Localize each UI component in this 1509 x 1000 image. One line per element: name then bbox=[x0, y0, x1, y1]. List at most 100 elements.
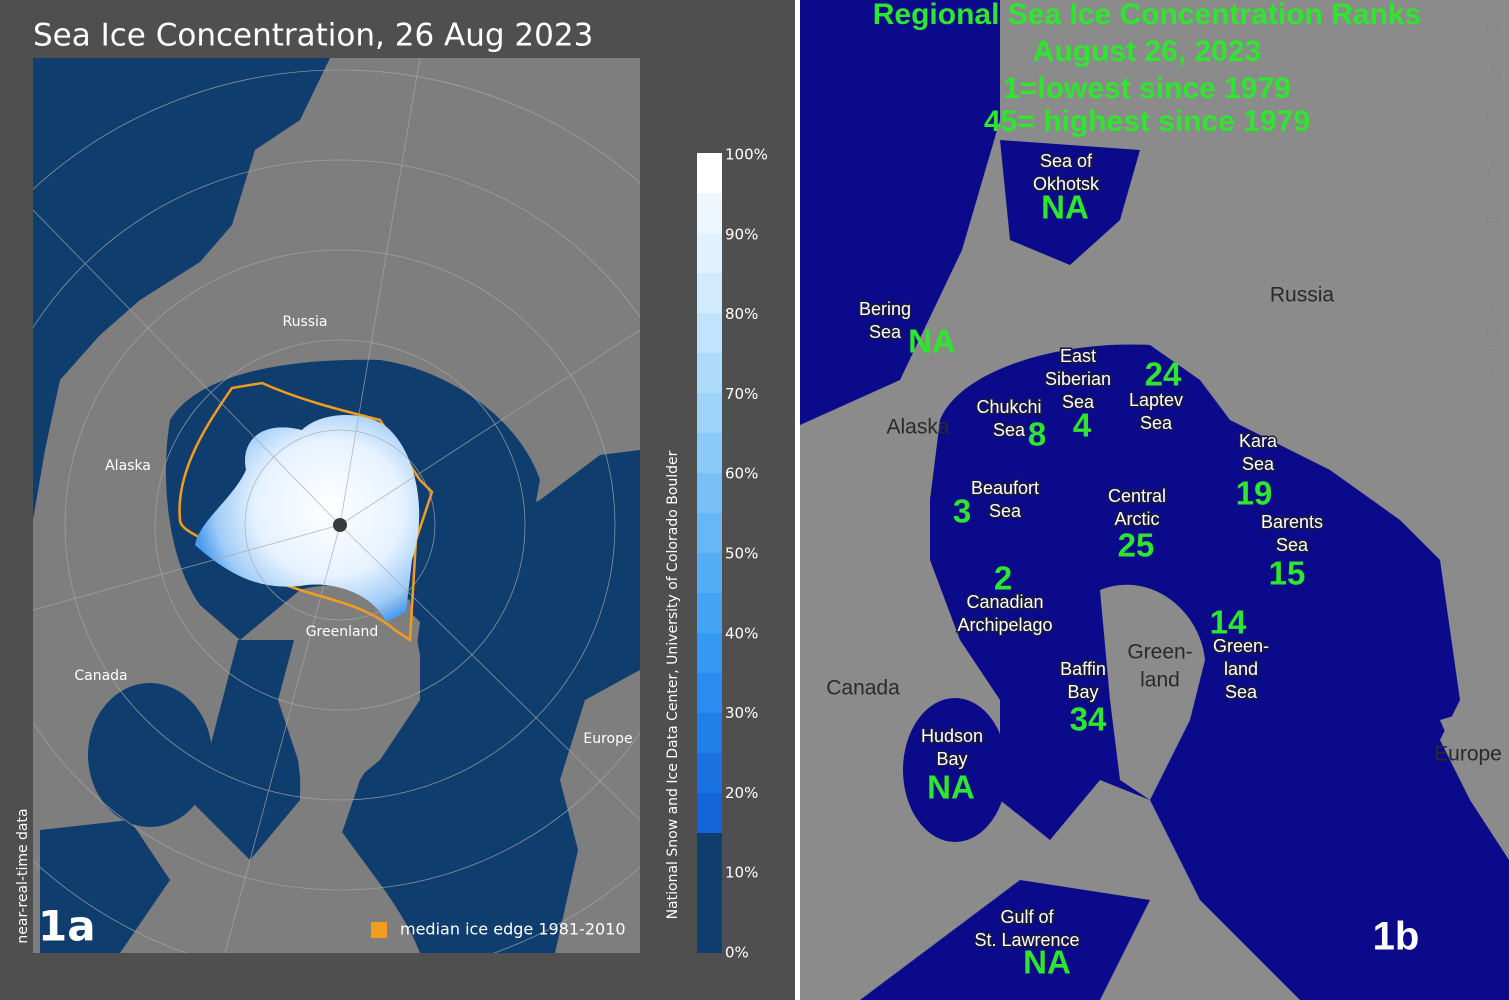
hudson-bay bbox=[903, 698, 1007, 842]
hudson-bay bbox=[88, 683, 212, 827]
colorbar-tick-label: 80% bbox=[725, 305, 758, 323]
gulf-of-st-lawrence bbox=[860, 880, 1150, 1000]
region-rank: 4 bbox=[1073, 407, 1092, 444]
colorbar bbox=[697, 153, 722, 953]
colorbar-tick-label: 10% bbox=[725, 864, 758, 882]
colorbar-step bbox=[697, 313, 722, 353]
region-rank: NA bbox=[908, 323, 956, 360]
map-label: Alaska bbox=[105, 458, 151, 474]
region-rank: 15 bbox=[1269, 555, 1306, 592]
title-line: Regional Sea Ice Concentration Ranks bbox=[873, 0, 1421, 31]
map-label: Greenland bbox=[306, 624, 379, 640]
region-name: Sea bbox=[993, 420, 1026, 440]
panel-a-title: Sea Ice Concentration, 26 Aug 2023 bbox=[33, 18, 593, 54]
region-rank: 34 bbox=[1070, 701, 1107, 738]
colorbar-tick-label: 60% bbox=[725, 465, 758, 483]
colorbar-tick-label: 100% bbox=[725, 146, 768, 164]
map-label: Europe bbox=[583, 731, 632, 747]
colorbar-tick-label: 30% bbox=[725, 704, 758, 722]
panel-label: 1b bbox=[1373, 915, 1420, 959]
map-label: Canada bbox=[74, 668, 127, 684]
colorbar-step bbox=[697, 273, 722, 313]
colorbar-step bbox=[697, 233, 722, 273]
region-rank: 3 bbox=[953, 493, 971, 530]
arctic-atlantic-ocean bbox=[930, 344, 1509, 1000]
pacific-ocean bbox=[800, 0, 1000, 425]
region-name: Bay bbox=[1067, 682, 1098, 702]
colorbar-tick-label: 0% bbox=[725, 944, 749, 962]
sea-ice bbox=[195, 415, 420, 622]
region-name: Okhotsk bbox=[1033, 174, 1100, 194]
colorbar-step bbox=[697, 153, 722, 193]
region-rank: 25 bbox=[1118, 527, 1155, 564]
region-rank: NA bbox=[927, 769, 975, 806]
colorbar-step bbox=[697, 633, 722, 673]
colorbar-step bbox=[697, 473, 722, 513]
colorbar-step bbox=[697, 393, 722, 433]
map-label: land bbox=[1140, 669, 1180, 692]
region-name: land bbox=[1224, 659, 1258, 679]
colorbar-tick-label: 90% bbox=[725, 225, 758, 243]
pole-hole bbox=[333, 518, 347, 532]
colorbar-tick-label: 20% bbox=[725, 784, 758, 802]
greenland bbox=[278, 596, 420, 862]
map-label: Russia bbox=[1270, 284, 1335, 307]
region-rank: 14 bbox=[1210, 604, 1247, 641]
title-line: 45= highest since 1979 bbox=[984, 105, 1310, 138]
colorbar-tick-label: 40% bbox=[725, 624, 758, 642]
colorbar-step bbox=[697, 753, 722, 793]
colorbar-step bbox=[697, 713, 722, 753]
pacific-ocean bbox=[33, 58, 330, 520]
region-rank: 19 bbox=[1236, 475, 1273, 512]
colorbar-step bbox=[697, 793, 722, 833]
map-a bbox=[33, 58, 640, 953]
colorbar-step bbox=[697, 193, 722, 233]
region-name: Beaufort bbox=[971, 478, 1039, 498]
region-name: Sea bbox=[1276, 535, 1309, 555]
panel-b-labels: National Snow and Ice Data Center, Bould… bbox=[826, 0, 1504, 981]
coastal-water bbox=[40, 820, 170, 953]
colorbar-step bbox=[697, 553, 722, 593]
map-label: Russia bbox=[282, 314, 327, 330]
region-name: Baffin bbox=[1060, 659, 1106, 679]
region-name: Sea bbox=[989, 501, 1022, 521]
region-name: St. Lawrence bbox=[974, 930, 1079, 950]
legend-swatch bbox=[371, 922, 387, 938]
region-rank: 2 bbox=[994, 560, 1012, 597]
region-name: Bering bbox=[859, 299, 911, 319]
baffin-bay bbox=[195, 640, 302, 860]
region-rank: 24 bbox=[1145, 356, 1182, 393]
map-label: Canada bbox=[826, 677, 900, 700]
region-name: Gulf of bbox=[1000, 907, 1054, 927]
europe bbox=[555, 670, 640, 953]
title-line: 1=lowest since 1979 bbox=[1003, 72, 1291, 105]
legend-label: median ice edge 1981-2010 bbox=[400, 920, 626, 939]
region-rank: NA bbox=[1041, 189, 1089, 226]
map-label: Europe bbox=[1434, 743, 1502, 766]
credit: National Snow and Ice Data Center, Unive… bbox=[665, 450, 681, 919]
panel-label: 1a bbox=[38, 902, 96, 951]
title-line: August 26, 2023 bbox=[1033, 35, 1261, 68]
region-name: Chukchi bbox=[976, 397, 1041, 417]
region-rank: 8 bbox=[1028, 416, 1046, 453]
colorbar-step bbox=[697, 833, 722, 953]
region-name: Kara bbox=[1239, 431, 1278, 451]
region-name: Sea bbox=[1225, 682, 1258, 702]
colorbar-step bbox=[697, 513, 722, 553]
region-name: Sea bbox=[1242, 454, 1275, 474]
region-name: Sea of bbox=[1040, 151, 1093, 171]
europe bbox=[1440, 700, 1509, 800]
region-name: Bay bbox=[936, 749, 967, 769]
region-name: Arctic bbox=[1115, 509, 1160, 529]
colorbar-tick-label: 50% bbox=[725, 545, 758, 563]
colorbar-step bbox=[697, 433, 722, 473]
colorbar-tick-label: 70% bbox=[725, 385, 758, 403]
region-name: Barents bbox=[1261, 512, 1323, 532]
region-name: Siberian bbox=[1045, 369, 1111, 389]
greenland bbox=[1100, 584, 1205, 800]
region-rank: NA bbox=[1023, 944, 1071, 981]
region-name: Archipelago bbox=[957, 615, 1052, 635]
region-name: Sea bbox=[1062, 392, 1095, 412]
graticule bbox=[33, 58, 640, 953]
